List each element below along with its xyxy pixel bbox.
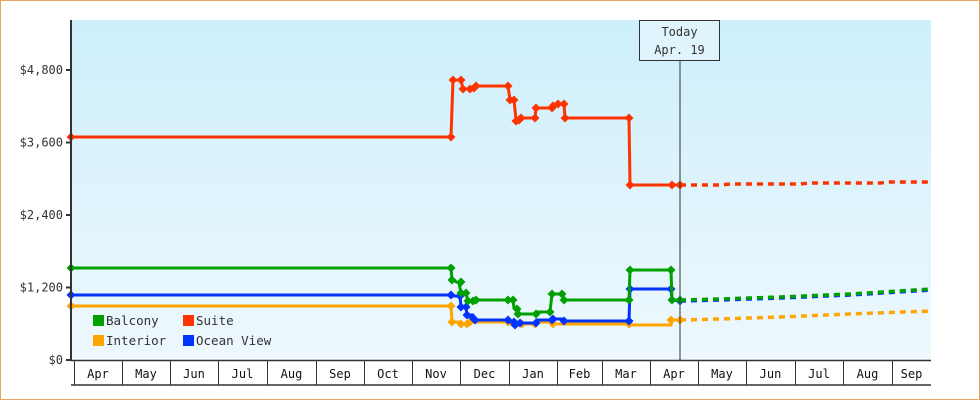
data-point-marker[interactable] — [471, 81, 481, 91]
y-tick-label: $0 — [49, 353, 63, 367]
legend-swatch — [183, 335, 194, 346]
x-month-label: May — [711, 367, 733, 381]
data-point-marker[interactable] — [531, 309, 541, 319]
data-point-marker[interactable] — [545, 307, 555, 317]
legend-label: Ocean View — [196, 333, 272, 348]
data-point-marker[interactable] — [513, 309, 523, 319]
projection-line — [679, 309, 932, 322]
data-point-marker[interactable] — [531, 318, 541, 328]
data-point-marker[interactable] — [447, 275, 457, 285]
y-tick-label: $1,200 — [20, 281, 63, 295]
data-point-marker[interactable] — [559, 316, 569, 326]
data-point-marker[interactable] — [471, 295, 481, 305]
projection-line — [680, 180, 931, 187]
legend-label: Balcony — [106, 313, 159, 328]
data-point-marker[interactable] — [447, 317, 457, 327]
data-point-marker[interactable] — [456, 75, 466, 85]
data-point-marker[interactable] — [516, 113, 526, 123]
data-point-marker[interactable] — [624, 295, 634, 305]
plot-area — [71, 20, 931, 360]
x-month-label: Sep — [901, 367, 923, 381]
legend-swatch — [183, 315, 194, 326]
data-point-marker[interactable] — [559, 295, 569, 305]
data-point-marker[interactable] — [446, 263, 456, 273]
x-month-label: Aug — [281, 367, 303, 381]
data-point-marker[interactable] — [548, 314, 558, 324]
data-point-marker[interactable] — [667, 180, 677, 190]
axes: $0 $1,200 $2,400 $3,600 $4,800 Apr May Jun Jul Au… — [20, 20, 931, 386]
data-point-marker[interactable] — [458, 84, 468, 94]
data-point-marker[interactable] — [553, 99, 563, 109]
legend-item-ocean-view[interactable]: Ocean View — [183, 333, 272, 348]
x-month-label: Mar — [615, 367, 637, 381]
data-point-marker[interactable] — [531, 103, 541, 113]
y-tick-label: $3,600 — [20, 136, 63, 150]
x-month-label: Sep — [329, 367, 351, 381]
series-balcony — [66, 263, 932, 319]
data-point-marker[interactable] — [560, 113, 570, 123]
data-point-marker[interactable] — [456, 277, 466, 287]
data-point-marker[interactable] — [666, 315, 676, 325]
x-month-label: Aug — [857, 367, 879, 381]
data-point-marker[interactable] — [461, 288, 471, 298]
data-point-marker[interactable] — [456, 288, 466, 298]
x-month-label: Jan — [522, 367, 544, 381]
x-month-label: Apr — [87, 367, 109, 381]
today-label: Today — [661, 25, 697, 39]
x-month-label: Apr — [663, 367, 685, 381]
data-point-marker[interactable] — [624, 113, 634, 123]
data-point-marker[interactable] — [446, 132, 456, 142]
legend: Balcony Suite Interior Ocean View — [93, 313, 272, 348]
x-month-label: Dec — [474, 367, 496, 381]
data-point-marker[interactable] — [470, 315, 480, 325]
legend-swatch — [93, 315, 104, 326]
data-point-marker[interactable] — [508, 295, 518, 305]
legend-label: Interior — [106, 333, 167, 348]
x-month-label: May — [135, 367, 157, 381]
legend-item-balcony[interactable]: Balcony — [93, 313, 159, 328]
y-tick-label: $2,400 — [20, 208, 63, 222]
today-box — [639, 20, 720, 61]
x-month-label: Jun — [760, 367, 782, 381]
data-point-marker[interactable] — [625, 265, 635, 275]
x-month-label: Nov — [425, 367, 447, 381]
data-point-marker[interactable] — [515, 318, 525, 328]
y-tick-label: $4,800 — [20, 63, 63, 77]
legend-swatch — [93, 335, 104, 346]
data-point-marker[interactable] — [625, 180, 635, 190]
x-month-label: Jun — [183, 367, 205, 381]
data-point-marker[interactable] — [530, 113, 540, 123]
data-point-marker[interactable] — [456, 302, 466, 312]
data-point-marker[interactable] — [503, 295, 513, 305]
data-point-marker[interactable] — [509, 95, 519, 105]
data-point-marker[interactable] — [446, 301, 456, 311]
data-point-marker[interactable] — [667, 295, 677, 305]
data-point-marker[interactable] — [547, 289, 557, 299]
data-point-marker[interactable] — [559, 99, 569, 109]
data-point-marker[interactable] — [503, 81, 513, 91]
legend-item-interior[interactable]: Interior — [93, 333, 167, 348]
x-month-label: Feb — [569, 367, 591, 381]
x-month-label: Oct — [377, 367, 399, 381]
x-month-label: Jul — [232, 367, 254, 381]
legend-item-suite[interactable]: Suite — [183, 313, 234, 328]
today-date: Apr. 19 — [654, 43, 705, 57]
series-layer — [66, 75, 932, 330]
data-point-marker[interactable] — [456, 319, 466, 329]
legend-label: Suite — [196, 313, 234, 328]
data-point-marker[interactable] — [448, 75, 458, 85]
projection-line — [679, 287, 932, 302]
x-month-label: Jul — [808, 367, 830, 381]
data-point-marker[interactable] — [463, 296, 473, 306]
data-point-marker[interactable] — [666, 265, 676, 275]
data-point-marker[interactable] — [446, 290, 456, 300]
data-point-marker[interactable] — [624, 316, 634, 326]
today-marker: Today Apr. 19 — [639, 20, 720, 360]
series-suite — [66, 75, 931, 190]
